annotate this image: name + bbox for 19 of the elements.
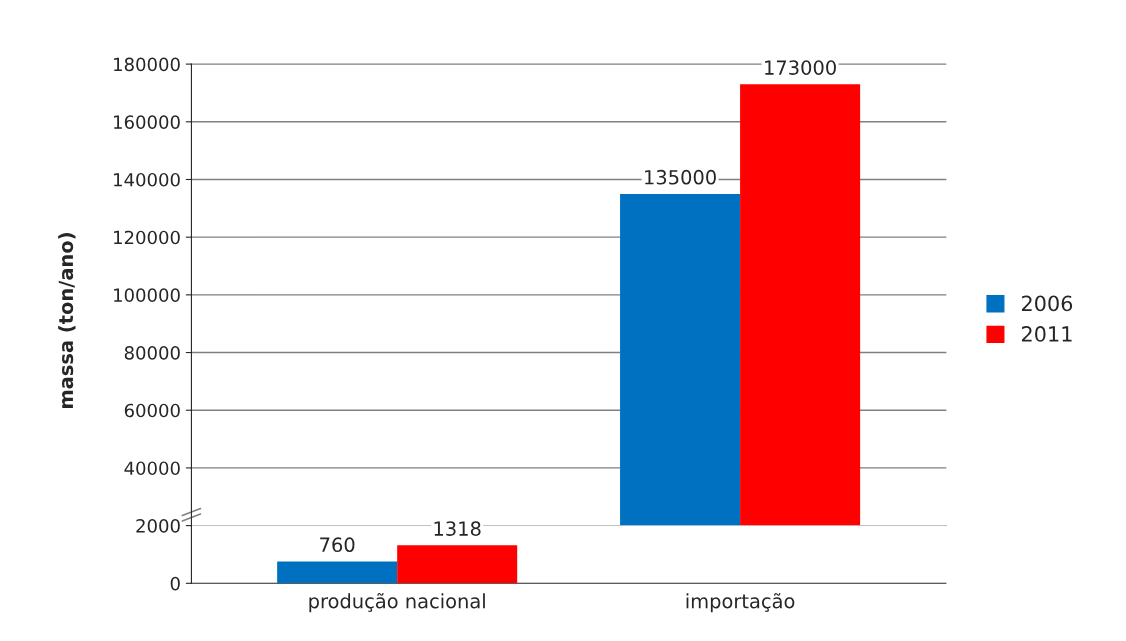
y-tick-label: 180000 [114,57,180,72]
y-tick-label: 2000 [136,519,180,533]
x-tick-label: importação [686,593,795,613]
data-label: 1318 [434,521,481,536]
y-tick-label: 100000 [114,288,180,302]
data-label: 760 [320,537,355,553]
y-tick-label: 160000 [114,115,180,129]
legend-label: 2011 [1021,326,1072,342]
data-label: 135000 [645,169,716,185]
legend-label: 2006 [1021,295,1073,312]
x-tick-label: produção nacional [309,593,485,613]
y-tick-label: 60000 [124,403,180,418]
y-tick-label: 40000 [124,461,180,476]
y-tick-label: 80000 [124,346,180,360]
y-axis-title: massa (ton/ano) [58,233,76,408]
y-tick-label: 140000 [114,172,180,187]
data-label: 173000 [765,60,836,75]
y-tick-label: 0 [170,576,180,591]
y-tick-label: 120000 [114,230,180,245]
